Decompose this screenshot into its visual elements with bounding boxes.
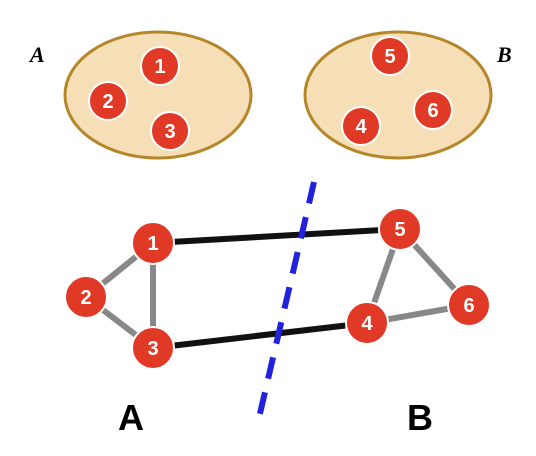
set-b-member-node: 6 xyxy=(413,90,453,130)
cut-line xyxy=(255,181,317,423)
svg-text:6: 6 xyxy=(427,100,438,122)
svg-text:3: 3 xyxy=(147,338,158,360)
set-a-label: A xyxy=(28,42,45,67)
set-b-label: B xyxy=(496,42,512,67)
graph-node-4: 4 xyxy=(345,301,389,345)
set-b-member-node: 4 xyxy=(341,106,381,146)
svg-text:4: 4 xyxy=(361,313,373,335)
set-b-member-node: 5 xyxy=(370,36,410,76)
set-a-member-node: 2 xyxy=(88,81,128,121)
svg-text:3: 3 xyxy=(164,121,175,143)
set-a-member-node: 3 xyxy=(150,111,190,151)
svg-text:2: 2 xyxy=(102,91,113,113)
svg-text:1: 1 xyxy=(154,56,165,78)
svg-text:5: 5 xyxy=(394,219,405,241)
set-a-member-node: 1 xyxy=(140,46,180,86)
svg-text:6: 6 xyxy=(463,295,474,317)
partition-a-label: A xyxy=(118,397,144,438)
graph-node-6: 6 xyxy=(447,283,491,327)
svg-text:2: 2 xyxy=(80,287,91,309)
partition-b-label: B xyxy=(407,397,433,438)
edge-3-4 xyxy=(152,320,368,351)
edge-1-5 xyxy=(152,226,401,246)
svg-text:1: 1 xyxy=(147,233,158,255)
graph-node-3: 3 xyxy=(131,326,175,370)
set-a-ellipse xyxy=(63,30,253,160)
svg-text:4: 4 xyxy=(355,116,367,138)
graph-node-1: 1 xyxy=(131,221,175,265)
svg-text:5: 5 xyxy=(384,46,395,68)
graph-node-2: 2 xyxy=(64,275,108,319)
graph-node-5: 5 xyxy=(378,207,422,251)
